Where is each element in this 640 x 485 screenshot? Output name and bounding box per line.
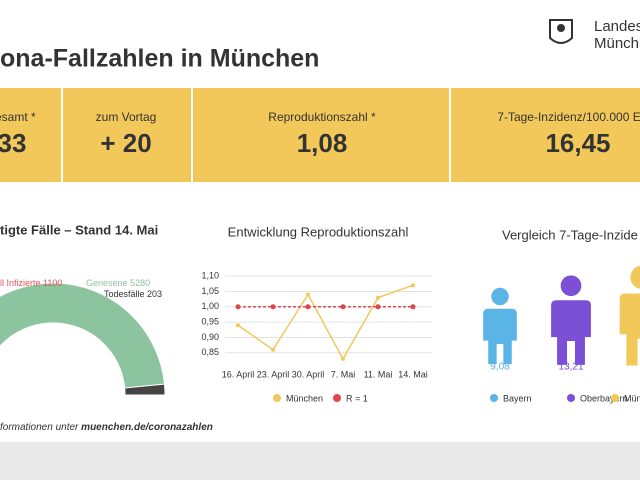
x-tick-label: 11. Mai: [364, 369, 393, 379]
y-tick-label: 1,05: [201, 286, 219, 296]
stat-label: 7-Tage-Inzidenz/100.000 Einw: [497, 110, 640, 124]
y-tick-label: 0,90: [201, 332, 219, 342]
gauge-label-value: 5280: [130, 278, 150, 288]
person-body: [619, 293, 640, 366]
legend-label: R = 1: [346, 393, 368, 403]
stat-label: Reproduktionszahl *: [268, 110, 376, 124]
legend-swatch: [567, 394, 575, 402]
point: [270, 304, 276, 310]
legend-swatch: [333, 394, 341, 402]
gauge-label-value: 1100: [43, 278, 62, 288]
gauge-label: ll Infizierte 1100: [0, 278, 62, 288]
gauge-label-name: ll Infizierte: [0, 278, 41, 288]
gauge-segment: [124, 383, 166, 396]
stats-band: [0, 88, 640, 182]
stat-value: + 20: [100, 128, 151, 158]
point: [375, 304, 381, 310]
point: [376, 295, 380, 300]
person-head: [491, 287, 509, 306]
person-head: [560, 275, 582, 297]
point: [410, 304, 416, 310]
legend-label: Mün: [624, 393, 640, 403]
x-tick-label: 30. April: [292, 369, 325, 379]
stat-value: 1,08: [297, 128, 348, 158]
point: [340, 304, 346, 310]
legend-label: München: [286, 393, 323, 403]
legend-label: Oberbayern: [580, 393, 628, 403]
value-label: 9,08: [490, 362, 510, 373]
gauge-label-value: 203: [147, 289, 162, 299]
y-tick-label: 1,10: [201, 271, 219, 281]
y-tick-label: 0,85: [201, 347, 219, 357]
gauge-label: Genesene 5280: [86, 278, 150, 288]
section-title: Vergleich 7-Tage-Inzide: [502, 227, 638, 242]
person-head: [630, 265, 640, 289]
legend-swatch: [490, 394, 498, 402]
x-tick-label: 16. April: [222, 369, 255, 379]
gauge-label-name: Genesene: [86, 278, 128, 288]
x-tick-label: 7. Mai: [331, 369, 356, 379]
legend-swatch: [273, 394, 281, 402]
footer-band: [0, 442, 640, 480]
point: [411, 283, 415, 288]
stat-label: gesamt *: [0, 110, 36, 124]
legend-label: Bayern: [503, 393, 532, 403]
point: [341, 356, 345, 361]
gauge-label: Todesfälle 203: [104, 289, 162, 299]
y-tick-label: 1,00: [201, 301, 219, 311]
gauge-segment: [0, 282, 166, 389]
point: [305, 304, 311, 310]
footer-text: formationen unter muenchen.de/coronazahl…: [0, 422, 213, 433]
person-body: [551, 300, 591, 365]
logo-text: Landes: [594, 18, 640, 35]
footer-link[interactable]: muenchen.de/coronazahlen: [81, 422, 213, 433]
logo-icon: [549, 19, 573, 44]
gauge-label-name: Todesfälle: [104, 289, 145, 299]
page-title: ona-Fallzahlen in München: [0, 45, 319, 73]
stat-value: 16,45: [545, 128, 610, 158]
legend-swatch: [611, 394, 619, 402]
person-body: [483, 308, 517, 365]
line: [237, 284, 414, 361]
value-label: 13,21: [558, 362, 583, 373]
point: [235, 304, 241, 310]
section-title: Entwicklung Reproduktionszahl: [228, 224, 409, 239]
stat-label: zum Vortag: [96, 110, 157, 124]
point: [306, 292, 310, 297]
x-tick-label: 14. Mai: [398, 369, 428, 379]
section-title: tigte Fälle – Stand 14. Mai: [0, 222, 158, 237]
x-tick-label: 23. April: [257, 369, 290, 379]
y-tick-label: 0,95: [201, 317, 219, 327]
logo-text: Münch: [594, 35, 639, 52]
footer-text: formationen unter: [0, 422, 81, 433]
point: [236, 323, 240, 328]
stat-value: 33: [0, 128, 26, 158]
point: [271, 347, 275, 352]
